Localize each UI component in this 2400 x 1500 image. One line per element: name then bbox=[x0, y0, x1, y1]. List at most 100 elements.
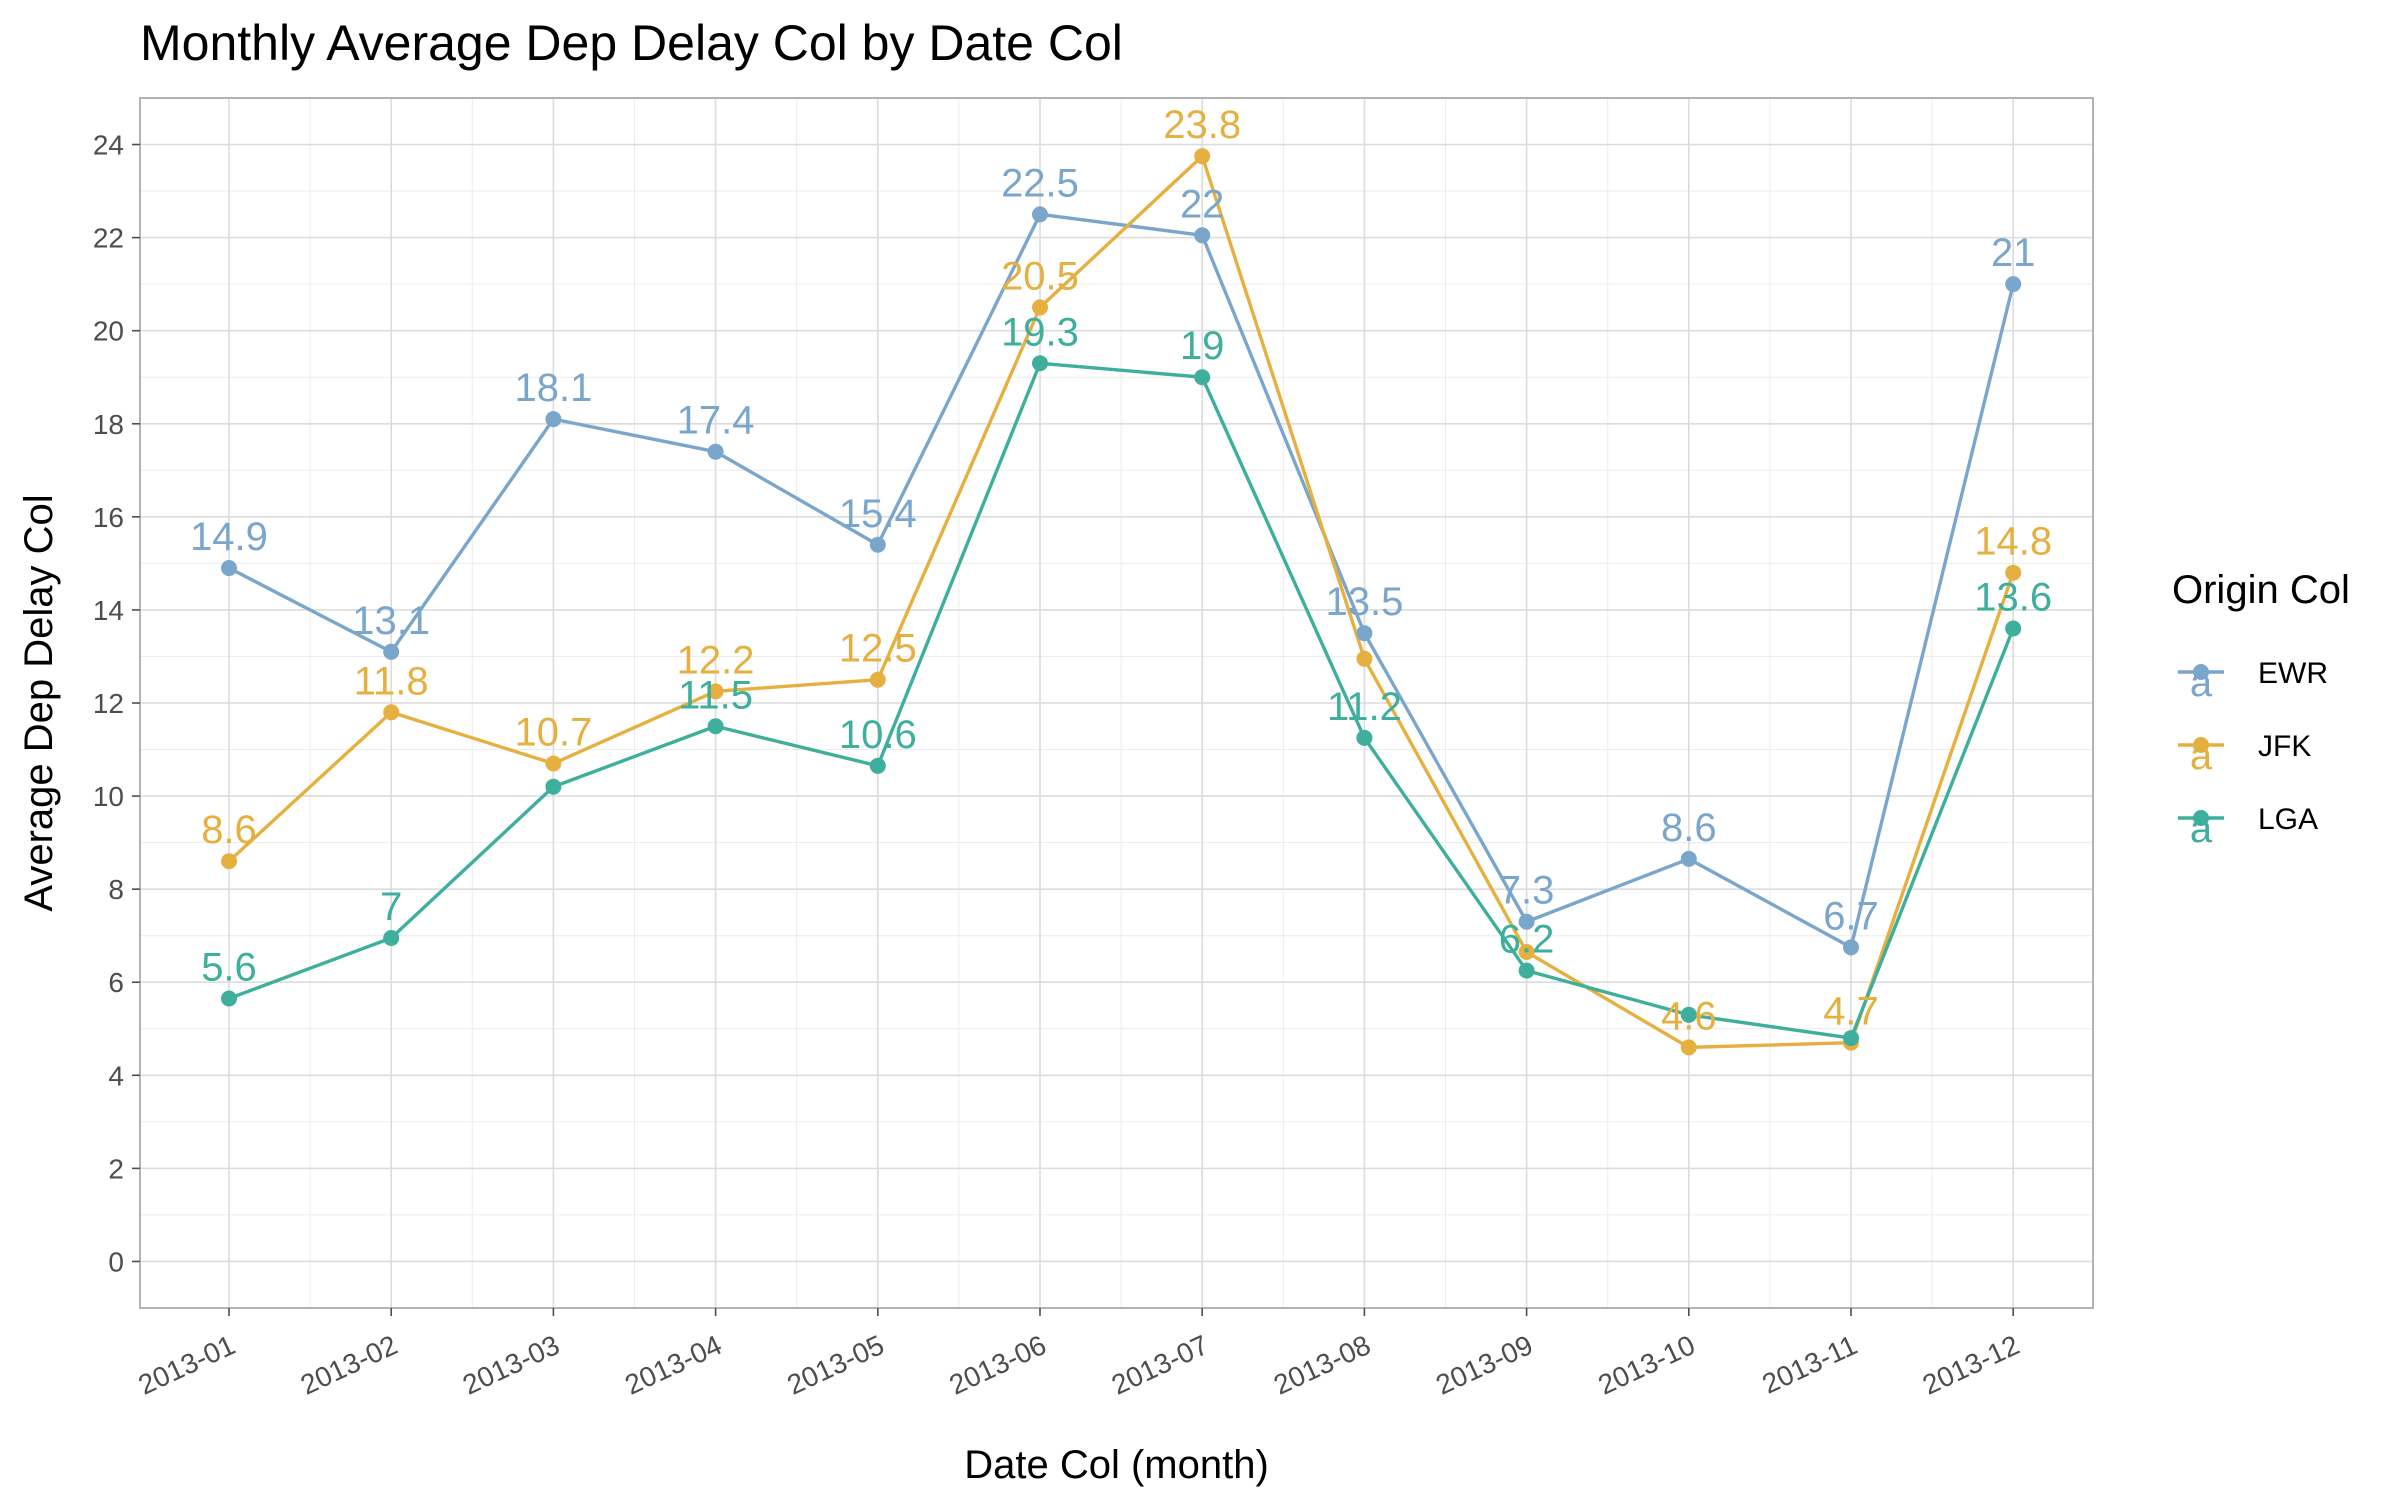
data-point-jfk bbox=[869, 671, 886, 688]
legend-key-point-ewr bbox=[2193, 664, 2209, 680]
data-label-jfk: 14.8 bbox=[1974, 520, 2052, 564]
data-point-ewr bbox=[1518, 913, 1535, 930]
y-tick-label: 12 bbox=[93, 688, 124, 719]
legend-title: Origin Col bbox=[2172, 568, 2350, 612]
y-tick-label: 24 bbox=[93, 130, 124, 161]
data-label-lga: 19 bbox=[1180, 324, 1225, 368]
major-gridlines bbox=[140, 98, 2093, 1308]
data-label-ewr: 17.4 bbox=[677, 399, 755, 443]
data-label-lga: 10.6 bbox=[839, 713, 917, 757]
chart-title: Monthly Average Dep Delay Col by Date Co… bbox=[140, 15, 1123, 71]
data-label-lga: 19.3 bbox=[1001, 310, 1079, 354]
y-axis-title: Average Dep Delay Col bbox=[17, 494, 61, 911]
data-label-ewr: 21 bbox=[1991, 231, 2036, 275]
legend-key-glyph-ewr: a bbox=[2190, 661, 2213, 705]
data-label-ewr: 8.6 bbox=[1661, 806, 1717, 850]
y-tick-label: 6 bbox=[108, 967, 124, 998]
y-tick-label: 22 bbox=[93, 223, 124, 254]
data-point-ewr bbox=[1356, 625, 1373, 642]
legend-key-point-lga bbox=[2193, 810, 2209, 826]
data-labels: 14.9 13.1 18.1 17.4 15.4 22.5 22 13.5 7.3 8.6 6.7 2… bbox=[190, 103, 2052, 1038]
y-tick-label: 8 bbox=[108, 874, 124, 905]
data-label-ewr: 7.3 bbox=[1499, 869, 1555, 913]
y-tick-label: 2 bbox=[108, 1153, 124, 1184]
data-point-jfk bbox=[1194, 148, 1211, 165]
data-label-lga: 11.2 bbox=[1327, 685, 1402, 729]
data-point-jfk bbox=[1680, 1039, 1697, 1056]
data-point-lga bbox=[1843, 1030, 1859, 1047]
data-point-ewr bbox=[2005, 276, 2022, 293]
legend-key-glyph-lga: a bbox=[2190, 807, 2213, 851]
series-points bbox=[221, 148, 2022, 1056]
y-tick-label: 14 bbox=[93, 595, 124, 626]
data-point-ewr bbox=[383, 643, 400, 660]
data-label-lga: 6.2 bbox=[1499, 918, 1555, 962]
data-label-ewr: 13.5 bbox=[1325, 580, 1403, 624]
data-label-ewr: 18.1 bbox=[514, 366, 592, 410]
data-label-ewr: 6.7 bbox=[1823, 894, 1879, 938]
y-tick-label: 10 bbox=[93, 781, 124, 812]
y-tick-label: 16 bbox=[93, 502, 124, 533]
legend-key-point-jfk bbox=[2193, 737, 2209, 753]
data-label-ewr: 14.9 bbox=[190, 515, 268, 559]
data-point-jfk bbox=[2005, 564, 2022, 581]
data-label-jfk: 4.7 bbox=[1823, 990, 1879, 1034]
data-point-lga bbox=[869, 757, 886, 774]
y-tick-label: 4 bbox=[108, 1060, 124, 1091]
data-label-ewr: 13.1 bbox=[352, 599, 430, 643]
y-tick-label: 0 bbox=[108, 1246, 124, 1277]
legend-label-jfk: JFK bbox=[2258, 730, 2311, 763]
data-label-jfk: 12.2 bbox=[677, 638, 755, 682]
data-point-ewr bbox=[869, 536, 886, 553]
data-label-lga: 7 bbox=[380, 885, 402, 929]
data-label-lga: 5.6 bbox=[201, 946, 257, 990]
y-tick-label: 18 bbox=[93, 409, 124, 440]
data-point-lga bbox=[2005, 620, 2022, 637]
data-label-lga: 11.5 bbox=[678, 673, 753, 717]
data-point-ewr bbox=[1843, 939, 1859, 956]
data-point-jfk bbox=[545, 755, 562, 772]
data-label-jfk: 10.7 bbox=[514, 711, 592, 755]
data-label-jfk: 11.8 bbox=[354, 659, 429, 703]
data-label-ewr: 15.4 bbox=[839, 492, 917, 536]
data-point-jfk bbox=[1356, 650, 1373, 667]
legend-key-glyph-jfk: a bbox=[2190, 734, 2213, 778]
data-label-ewr: 22.5 bbox=[1001, 161, 1079, 205]
series-line-ewr bbox=[228, 212, 2015, 950]
data-point-lga bbox=[1194, 369, 1211, 386]
data-point-jfk bbox=[221, 853, 237, 870]
series-line-lga bbox=[228, 361, 2015, 1040]
data-point-jfk bbox=[1518, 943, 1535, 960]
data-point-ewr bbox=[1680, 850, 1697, 867]
data-label-jfk: 8.6 bbox=[201, 808, 257, 852]
data-point-lga bbox=[383, 930, 400, 947]
data-point-lga bbox=[1680, 1006, 1697, 1023]
data-point-lga bbox=[545, 778, 562, 795]
data-point-lga bbox=[707, 718, 724, 735]
data-point-jfk bbox=[1032, 299, 1048, 316]
data-point-ewr bbox=[1194, 227, 1211, 244]
data-point-lga bbox=[221, 990, 237, 1007]
data-point-ewr bbox=[707, 443, 724, 460]
data-label-jfk: 20.5 bbox=[1001, 254, 1079, 298]
legend-label-lga: LGA bbox=[2258, 803, 2318, 836]
data-point-jfk bbox=[383, 704, 400, 721]
series-lines bbox=[227, 154, 2015, 1050]
data-point-lga bbox=[1032, 355, 1048, 372]
data-label-lga: 13.6 bbox=[1974, 576, 2052, 620]
data-point-ewr bbox=[1032, 206, 1048, 223]
data-label-ewr: 22 bbox=[1180, 182, 1225, 226]
data-point-lga bbox=[1356, 729, 1373, 746]
legend-label-ewr: EWR bbox=[2258, 657, 2328, 690]
data-point-jfk bbox=[707, 683, 724, 700]
legend: Origin Col a EWR a JFK a LGA bbox=[2172, 568, 2350, 851]
data-point-ewr bbox=[221, 560, 237, 577]
x-axis-title: Date Col (month) bbox=[964, 1443, 1269, 1487]
series-line-jfk bbox=[227, 154, 2015, 1050]
data-label-jfk: 23.8 bbox=[1163, 103, 1241, 147]
y-tick-label: 20 bbox=[93, 316, 124, 347]
data-point-lga bbox=[1518, 962, 1535, 979]
data-point-ewr bbox=[545, 411, 562, 428]
data-label-jfk: 4.6 bbox=[1661, 994, 1717, 1038]
